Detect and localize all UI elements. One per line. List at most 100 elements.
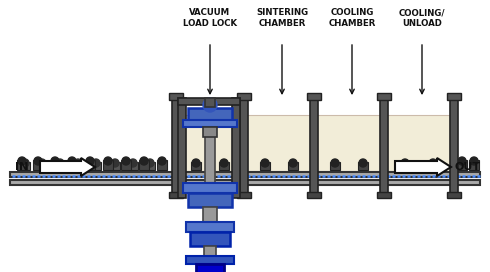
Text: OUT: OUT	[455, 162, 481, 172]
Bar	[50, 160, 60, 170]
Bar	[178, 98, 186, 198]
Bar	[260, 162, 270, 170]
Bar	[457, 160, 467, 170]
Bar	[20, 162, 30, 170]
Circle shape	[34, 157, 42, 165]
Circle shape	[104, 157, 112, 165]
Bar	[110, 162, 120, 170]
Bar	[103, 160, 113, 170]
Circle shape	[429, 159, 437, 167]
Bar	[172, 98, 180, 195]
Circle shape	[359, 159, 367, 167]
Circle shape	[38, 159, 46, 167]
Circle shape	[331, 159, 339, 167]
Circle shape	[289, 159, 297, 167]
Bar	[128, 162, 138, 170]
Bar	[237, 93, 251, 100]
Bar	[33, 160, 43, 170]
Bar	[288, 162, 298, 170]
Text: IN: IN	[15, 162, 28, 172]
Text: COOLING
CHAMBER: COOLING CHAMBER	[328, 8, 376, 28]
Circle shape	[86, 157, 94, 165]
Bar	[447, 192, 461, 198]
Circle shape	[51, 157, 59, 165]
Circle shape	[158, 157, 166, 165]
Circle shape	[111, 159, 119, 167]
Circle shape	[56, 159, 64, 167]
Bar	[169, 93, 183, 100]
Bar	[248, 117, 310, 175]
Bar	[188, 108, 232, 122]
Circle shape	[21, 159, 29, 167]
Bar	[139, 160, 149, 170]
FancyArrow shape	[40, 158, 95, 176]
Bar	[121, 160, 131, 170]
Circle shape	[220, 159, 228, 167]
Bar	[388, 117, 450, 175]
Bar	[203, 207, 217, 222]
Bar	[190, 232, 230, 246]
Circle shape	[129, 159, 137, 167]
Text: SINTERING
CHAMBER: SINTERING CHAMBER	[256, 8, 308, 28]
Bar	[157, 160, 167, 170]
Bar	[183, 120, 237, 127]
Bar	[219, 162, 229, 170]
Bar	[232, 98, 240, 198]
Bar	[180, 117, 240, 175]
FancyArrow shape	[395, 158, 451, 176]
Bar	[400, 162, 410, 170]
Bar	[318, 117, 380, 175]
Circle shape	[261, 159, 269, 167]
Bar	[380, 98, 388, 195]
Bar	[145, 162, 155, 170]
Bar	[10, 180, 480, 185]
Text: COOLING/
UNLOAD: COOLING/ UNLOAD	[399, 8, 445, 28]
Bar	[186, 256, 234, 264]
Circle shape	[470, 157, 478, 165]
Circle shape	[192, 159, 200, 167]
Bar	[237, 192, 251, 198]
Bar	[67, 160, 77, 170]
Bar	[37, 162, 47, 170]
Bar	[205, 136, 215, 204]
Bar	[310, 98, 318, 195]
Bar	[188, 193, 232, 207]
Bar	[307, 93, 321, 100]
Circle shape	[68, 157, 76, 165]
Bar	[377, 192, 391, 198]
Bar	[10, 172, 480, 177]
Bar	[450, 98, 458, 195]
Bar	[169, 192, 183, 198]
Bar	[203, 127, 217, 137]
Circle shape	[74, 159, 82, 167]
Circle shape	[122, 157, 130, 165]
Bar	[307, 192, 321, 198]
Circle shape	[18, 157, 26, 165]
Bar	[240, 98, 248, 195]
Bar	[204, 246, 216, 256]
Bar	[180, 115, 450, 177]
Circle shape	[203, 98, 217, 112]
Bar	[55, 162, 65, 170]
Bar	[377, 93, 391, 100]
Circle shape	[146, 159, 154, 167]
Bar	[186, 222, 234, 232]
Bar	[73, 162, 83, 170]
Bar	[205, 98, 215, 107]
Circle shape	[401, 159, 409, 167]
Bar	[183, 183, 237, 193]
Bar	[91, 162, 101, 170]
Bar	[469, 160, 479, 170]
Bar	[17, 160, 27, 170]
Text: VACUUM
LOAD LOCK: VACUUM LOAD LOCK	[183, 8, 237, 28]
Circle shape	[92, 159, 100, 167]
Bar	[447, 93, 461, 100]
Bar	[428, 162, 438, 170]
Circle shape	[458, 157, 466, 165]
Bar	[178, 98, 240, 105]
Bar	[196, 264, 224, 272]
Circle shape	[140, 157, 148, 165]
Bar	[85, 160, 95, 170]
Bar	[191, 162, 201, 170]
Bar	[358, 162, 368, 170]
